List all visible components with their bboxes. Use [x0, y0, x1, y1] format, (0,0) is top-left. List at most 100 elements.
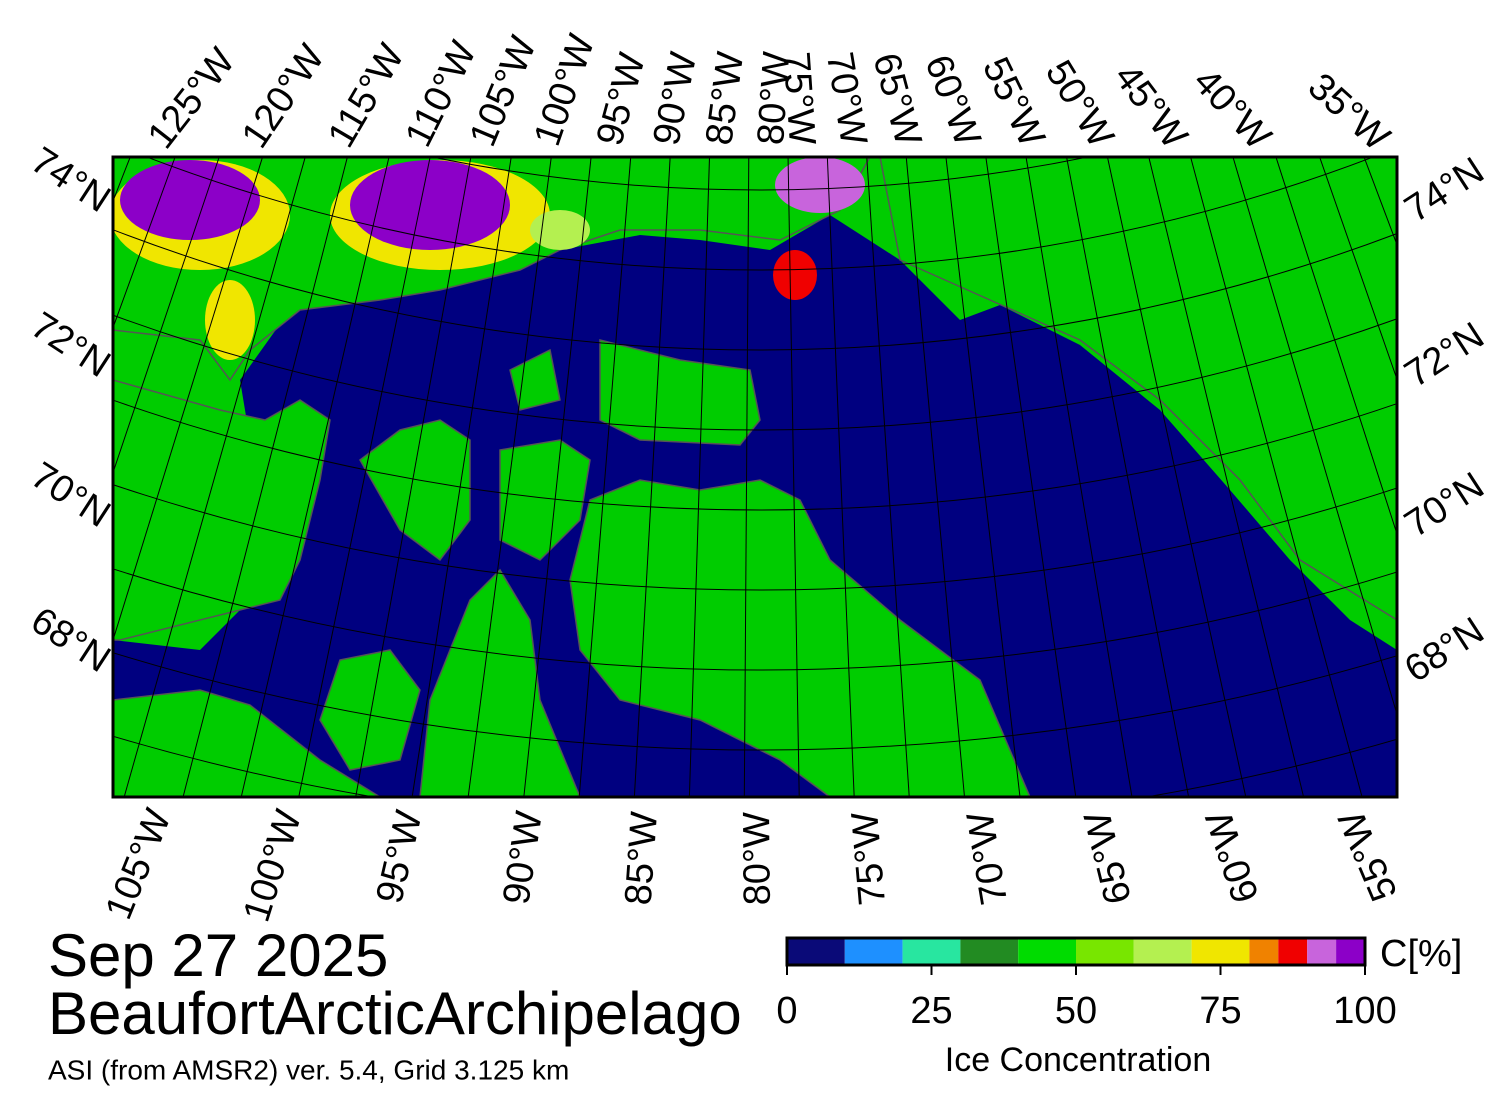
- meridian: [866, 157, 910, 797]
- top-lon-label: 80°W: [750, 50, 798, 146]
- top-lon-label: 120°W: [234, 37, 333, 155]
- colorbar-tick-label: 0: [776, 990, 797, 1032]
- bottom-lon-label: 100°W: [236, 805, 311, 927]
- bottom-lon-label: 60°W: [1198, 806, 1267, 908]
- parallel: [113, 568, 1397, 671]
- colorbar-bin: [960, 938, 1019, 965]
- colorbar-bin: [902, 938, 961, 965]
- colorbar-bin: [1278, 938, 1308, 965]
- island: [879, 157, 1397, 621]
- bottom-lon-label: 90°W: [495, 808, 550, 907]
- meridian: [1148, 157, 1305, 797]
- top-lon-label: 40°W: [1185, 61, 1279, 158]
- meridian: [1487, 0, 1512, 649]
- bottom-lon-label: 70°W: [959, 809, 1016, 908]
- right-lat-label: 74°N: [1397, 149, 1491, 230]
- meridian: [182, 157, 348, 797]
- bottom-lon-label: 85°W: [618, 810, 666, 906]
- parallel: [113, 229, 1397, 351]
- bottom-lon-label: 80°W: [736, 812, 779, 906]
- right-lat-label: 70°N: [1397, 464, 1491, 545]
- top-lon-label: 115°W: [320, 37, 413, 155]
- right-lat-label: 68°N: [1397, 609, 1491, 690]
- left-lat-label: 72°N: [23, 304, 117, 385]
- parallel: [113, 652, 1397, 751]
- meridian: [743, 157, 750, 797]
- ice-patches: [113, 157, 865, 360]
- meridian: [1106, 157, 1247, 797]
- meridian: [688, 157, 710, 797]
- left-lat-label: 70°N: [23, 454, 117, 535]
- meridian: [523, 157, 592, 797]
- ice-patch: [120, 160, 260, 240]
- ice-patch: [350, 160, 510, 250]
- island: [319, 649, 421, 771]
- ice-patch: [775, 157, 865, 213]
- graticule: [0, 0, 1512, 797]
- map-area: [0, 0, 1512, 797]
- right-lat-label: 72°N: [1397, 314, 1491, 395]
- meridian: [578, 157, 632, 797]
- colorbar-tick-label: 50: [1055, 990, 1097, 1032]
- meridian: [113, 157, 264, 642]
- bottom-lon-label: 95°W: [369, 807, 431, 908]
- bottom-lon-label: 75°W: [844, 810, 894, 907]
- meridian: [298, 157, 431, 797]
- island: [509, 348, 561, 411]
- colorbar-bin: [1133, 938, 1192, 965]
- meridian: [905, 157, 965, 797]
- colorbar-tick-label: 100: [1333, 990, 1396, 1032]
- left-lat-label: 68°N: [23, 599, 117, 680]
- meridian: [467, 157, 552, 797]
- island: [419, 568, 581, 797]
- bottom-lon-label: 55°W: [1331, 804, 1406, 906]
- date: Sep 27 2025: [48, 922, 388, 989]
- colorbar-title: Ice Concentration: [945, 1041, 1212, 1079]
- ice-patch: [773, 250, 817, 300]
- colorbar-bin: [1018, 938, 1076, 965]
- left-lat-label: 74°N: [23, 139, 117, 220]
- parallel: [113, 484, 1397, 591]
- colorbar-bin: [1336, 938, 1365, 965]
- parallel: [113, 399, 1397, 511]
- meridian: [1066, 157, 1190, 797]
- bottom-lon-label: 65°W: [1077, 807, 1140, 908]
- colorbar-bin: [787, 938, 845, 965]
- meridian: [113, 157, 220, 475]
- source: ASI (from AMSR2) ver. 5.4, Grid 3.125 km: [48, 1054, 569, 1085]
- meridian: [945, 157, 1021, 797]
- colorbar-bin: [1191, 938, 1250, 965]
- meridian: [826, 157, 855, 797]
- top-lon-label: 45°W: [1106, 57, 1196, 157]
- top-lon-label: 50°W: [1037, 53, 1122, 155]
- island: [113, 157, 871, 382]
- colorbar-bin: [1307, 938, 1337, 965]
- meridian: [355, 157, 472, 797]
- colorbar-unit: C[%]: [1380, 933, 1462, 975]
- meridian: [1190, 157, 1363, 797]
- region: BeaufortArcticArchipelago: [48, 980, 742, 1047]
- top-lon-label: 85°W: [698, 49, 752, 147]
- parallel: [430, 157, 1090, 191]
- meridian: [1275, 157, 1397, 536]
- parallel: [113, 314, 1397, 431]
- meridian: [787, 157, 800, 797]
- meridian: [1025, 157, 1133, 797]
- map-frame: [111, 155, 1399, 799]
- island: [569, 479, 1031, 797]
- colorbar-tick-label: 25: [910, 990, 952, 1032]
- meridian: [1232, 157, 1397, 717]
- top-lon-label: 125°W: [140, 41, 244, 157]
- colorbar-bin: [1249, 938, 1279, 965]
- island: [359, 419, 471, 562]
- top-lon-label: 55°W: [974, 51, 1053, 153]
- island: [113, 379, 331, 641]
- meridian: [123, 157, 306, 797]
- meridian: [0, 0, 15, 633]
- meridian: [985, 157, 1077, 797]
- colorbar-bin: [1076, 938, 1134, 965]
- parallel: [145, 157, 1375, 271]
- island: [499, 439, 591, 561]
